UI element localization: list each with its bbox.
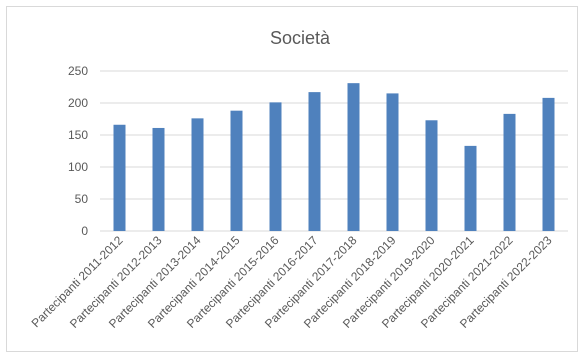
bar: [230, 110, 243, 231]
bar: [269, 102, 282, 231]
bar: [425, 120, 438, 231]
y-tick-label: 100: [68, 160, 88, 174]
y-axis-ticks: 0 50 100 150 200 250: [68, 64, 88, 238]
bar: [503, 113, 516, 231]
y-tick-label: 250: [68, 64, 88, 78]
bar: [464, 145, 477, 231]
bar: [113, 124, 126, 231]
y-tick-label: 50: [75, 192, 89, 206]
y-tick-label: 150: [68, 128, 88, 142]
bars: [113, 83, 555, 232]
bar: [191, 118, 204, 231]
bar: [347, 83, 360, 231]
bar: [542, 97, 555, 231]
y-tick-label: 0: [81, 224, 88, 238]
bar: [386, 93, 399, 232]
bar: [152, 127, 165, 231]
chart-title: Società: [270, 28, 331, 48]
bar: [308, 92, 321, 232]
chart-frame: [6, 6, 578, 352]
y-tick-label: 200: [68, 96, 88, 110]
gridlines: [100, 70, 568, 232]
